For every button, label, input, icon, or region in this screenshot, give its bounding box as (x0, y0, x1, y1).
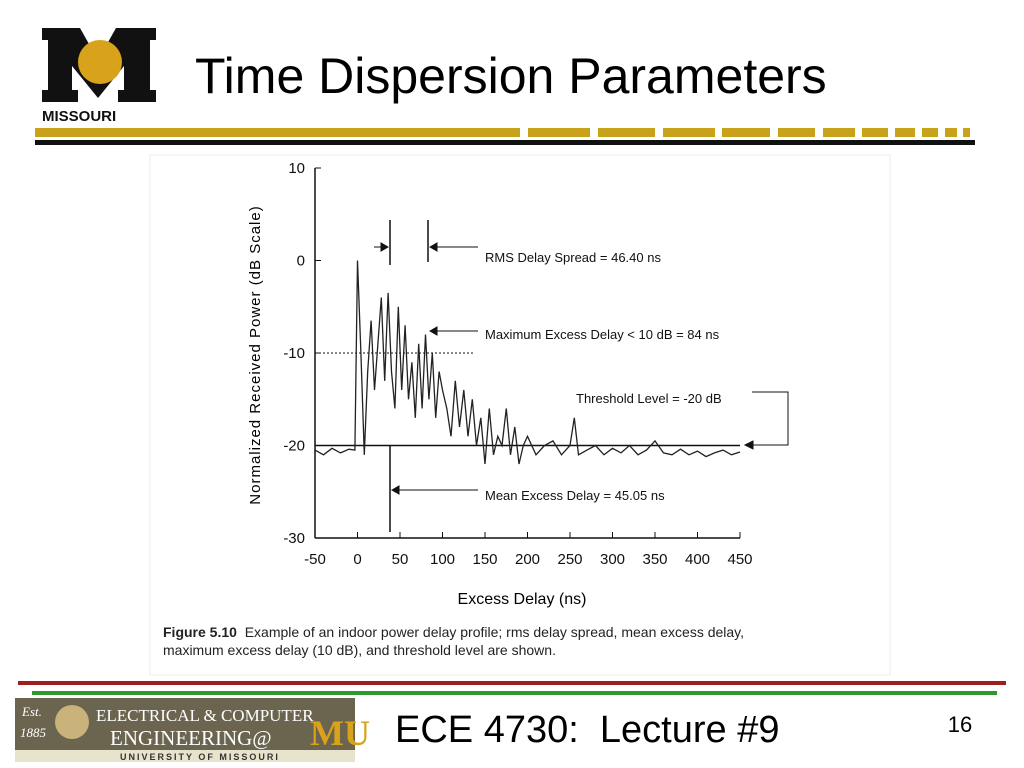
gold-dash (528, 128, 590, 137)
caption-line: Figure 5.10 Example of an indoor power d… (163, 624, 744, 640)
gold-dash (598, 128, 655, 137)
gold-dash (663, 128, 715, 137)
annotation: Threshold Level = -20 dB (576, 391, 722, 406)
gold-dash (778, 128, 815, 137)
logo-university: UNIVERSITY OF MISSOURI (120, 752, 280, 762)
gold-dash (945, 128, 957, 137)
y-tick-label: -20 (283, 438, 305, 455)
x-tick-label: 350 (642, 551, 667, 568)
footer-green-rule (32, 691, 997, 695)
x-tick-label: 250 (557, 551, 582, 568)
missouri-logo: MISSOURI (40, 28, 162, 125)
gold-dash (722, 128, 770, 137)
x-tick-label: 300 (600, 551, 625, 568)
y-tick-label: 10 (288, 160, 305, 177)
page-number: 16 (948, 712, 972, 737)
gold-dash (823, 128, 855, 137)
threshold-bracket (745, 391, 789, 446)
x-tick-label: 100 (430, 551, 455, 568)
plot: 100-10-20-30-50 0 50 100 150 200 250 300 350 400 4… (283, 160, 752, 568)
caption-line: maximum excess delay (10 dB), and thresh… (163, 642, 556, 658)
x-tick-label: 50 (392, 551, 409, 568)
figure-frame (149, 154, 891, 676)
header-rule (35, 128, 975, 145)
annotation: Mean Excess Delay = 45.05 ns (485, 488, 665, 503)
logo-text: MISSOURI (42, 108, 116, 125)
gold-dash (963, 128, 970, 137)
power-profile (314, 260, 741, 465)
y-tick-label: -30 (283, 530, 305, 547)
x-tick-label: -50 (304, 551, 326, 568)
footer-logo-band (15, 750, 355, 762)
gold-rule (35, 128, 520, 137)
arrowhead (428, 326, 438, 336)
logo-band (40, 106, 162, 123)
y-tick-label: 0 (297, 253, 305, 270)
footer-red-rule (18, 681, 1006, 685)
slide-title: Time Dispersion Parameters (195, 48, 827, 104)
arrowhead (390, 485, 400, 495)
logo-est: Est. (21, 704, 42, 719)
caption-label: Figure 5.10 (163, 624, 237, 640)
gold-dash (895, 128, 915, 137)
x-tick-label: 0 (353, 551, 361, 568)
y-axis-label: Normalized Received Power (dB Scale) (247, 205, 264, 504)
logo-column (55, 705, 89, 739)
logo-tiger (78, 40, 122, 84)
annotation-arrows (374, 220, 789, 532)
y-tick-label: -10 (283, 345, 305, 362)
footer-logo: Est. 1885 ELECTRICAL & COMPUTER ENGINEER… (15, 698, 370, 762)
arrowhead (428, 242, 438, 252)
logo-mu: MU (310, 713, 370, 753)
arrowhead (743, 440, 754, 450)
caption-text: Example of an indoor power delay profile… (237, 624, 744, 640)
gold-dash (862, 128, 888, 137)
logo-line2: ENGINEERING@ (110, 726, 272, 750)
black-rule (35, 140, 975, 145)
annotation: Maximum Excess Delay < 10 dB = 84 ns (485, 327, 720, 342)
arrowhead (380, 242, 390, 252)
x-tick-label: 200 (515, 551, 540, 568)
logo-line1: ELECTRICAL & COMPUTER (96, 706, 314, 725)
x-tick-label: 400 (685, 551, 710, 568)
x-tick-label: 150 (472, 551, 497, 568)
x-tick-label: 450 (727, 551, 752, 568)
logo-year: 1885 (20, 725, 47, 740)
annotation: RMS Delay Spread = 46.40 ns (485, 250, 661, 265)
footer-course: ECE 4730: Lecture #9 (395, 709, 779, 751)
x-axis-label: Excess Delay (ns) (458, 591, 587, 608)
gold-dash (922, 128, 938, 137)
